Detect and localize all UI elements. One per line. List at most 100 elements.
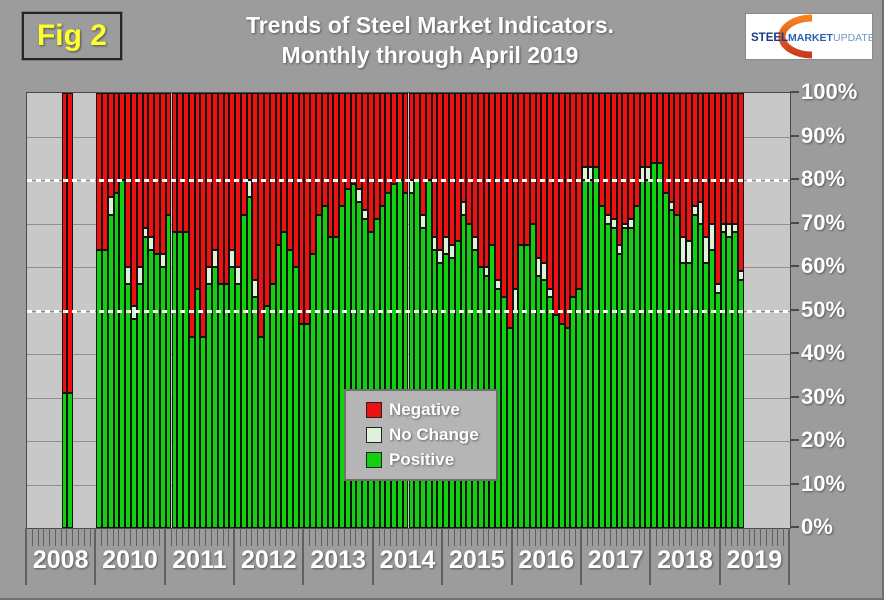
segment-negative	[229, 93, 236, 250]
bar-2013-4	[321, 93, 328, 528]
segment-negative	[662, 93, 669, 194]
segment-no-change	[136, 267, 143, 285]
segment-positive	[726, 236, 733, 528]
bar-2012-7	[269, 93, 276, 528]
bar-2017-10	[633, 93, 640, 528]
segment-negative	[356, 93, 363, 189]
segment-no-change	[668, 201, 675, 211]
segment-positive	[732, 232, 738, 528]
segment-negative	[737, 93, 744, 272]
segment-positive	[500, 297, 507, 528]
bar-2014-4	[391, 93, 397, 528]
segment-negative	[217, 93, 224, 285]
y-axis-label-100%: 100%	[801, 79, 858, 104]
segment-negative	[304, 93, 311, 324]
segment-negative	[223, 93, 230, 285]
bar-2011-6	[194, 93, 201, 528]
x-month-tick	[309, 528, 311, 546]
segment-no-change	[703, 236, 710, 263]
x-month-tick	[465, 528, 467, 546]
x-month-tick	[557, 528, 559, 546]
segment-negative	[570, 93, 577, 298]
logo-word-market: MARKET	[788, 32, 833, 44]
segment-negative	[454, 93, 461, 241]
x-month-tick	[638, 528, 640, 546]
x-month-tick	[771, 528, 773, 546]
bar-2017-8	[622, 93, 629, 528]
segment-negative	[310, 93, 316, 254]
bar-2016-1	[512, 93, 519, 528]
segment-no-change	[211, 249, 218, 267]
x-month-tick	[592, 528, 594, 546]
x-month-tick	[395, 528, 397, 546]
segment-positive	[102, 249, 108, 528]
segment-negative	[651, 93, 658, 163]
bar-2016-7	[547, 93, 553, 528]
x-month-tick	[488, 528, 490, 546]
reference-line-80pct	[27, 179, 790, 182]
segment-positive	[685, 262, 692, 528]
segment-no-change	[206, 267, 212, 285]
bar-2014-2	[379, 93, 386, 528]
bar-2014-3	[385, 93, 392, 528]
segment-negative	[275, 93, 282, 246]
segment-no-change	[472, 236, 478, 250]
x-month-tick	[193, 528, 195, 546]
segment-positive	[420, 227, 426, 528]
segment-positive	[67, 393, 74, 528]
bar-2019-1	[720, 93, 727, 528]
segment-positive	[223, 284, 230, 528]
segment-positive	[252, 297, 259, 528]
segment-negative	[333, 93, 340, 237]
x-year-separator	[233, 528, 236, 585]
y-axis-label-0%: 0%	[801, 514, 833, 539]
bar-2018-3	[662, 93, 669, 528]
segment-no-change	[680, 236, 686, 263]
segment-positive	[258, 336, 264, 528]
segment-negative	[188, 93, 195, 337]
segment-positive	[489, 245, 496, 528]
x-month-tick	[586, 528, 588, 546]
x-month-tick	[684, 528, 686, 546]
segment-positive	[298, 323, 305, 528]
x-year-separator	[649, 528, 652, 585]
x-month-tick	[499, 528, 501, 546]
logo-graphic: STEEL MARKET UPDATE	[751, 14, 875, 59]
segment-positive	[460, 214, 467, 528]
segment-no-change	[709, 223, 715, 250]
bar-2015-5	[466, 93, 473, 528]
bar-2016-5	[535, 93, 542, 528]
bar-2014-9	[420, 93, 426, 528]
segment-negative	[258, 93, 264, 337]
y-axis-label-50%: 50%	[801, 296, 846, 322]
x-month-tick	[297, 528, 299, 546]
bar-2013-3	[316, 93, 322, 528]
segment-negative	[448, 93, 455, 246]
x-month-tick	[523, 528, 525, 546]
segment-negative	[622, 93, 629, 224]
bar-2011-3	[177, 93, 184, 528]
y-tick-80%	[790, 178, 799, 180]
x-month-tick	[777, 528, 779, 546]
bar-2011-5	[188, 93, 195, 528]
bar-2017-2	[587, 93, 594, 528]
segment-no-change	[541, 262, 548, 281]
x-month-tick	[476, 528, 478, 546]
segment-negative	[558, 93, 565, 324]
segment-no-change	[685, 240, 692, 263]
segment-positive	[535, 275, 542, 528]
x-month-tick	[343, 528, 345, 546]
segment-negative	[645, 93, 652, 167]
x-month-tick	[673, 528, 675, 546]
segment-negative	[691, 93, 698, 207]
bar-2017-6	[610, 93, 617, 528]
bar-2010-12	[159, 93, 166, 528]
segment-no-change	[732, 223, 738, 233]
x-month-tick	[158, 528, 160, 546]
x-month-tick	[725, 528, 727, 546]
x-axis-label-2012: 2012	[240, 546, 297, 574]
x-axis-label-2011: 2011	[172, 546, 227, 574]
segment-no-change	[235, 267, 241, 285]
segment-positive	[327, 236, 334, 528]
x-month-tick	[222, 528, 224, 546]
